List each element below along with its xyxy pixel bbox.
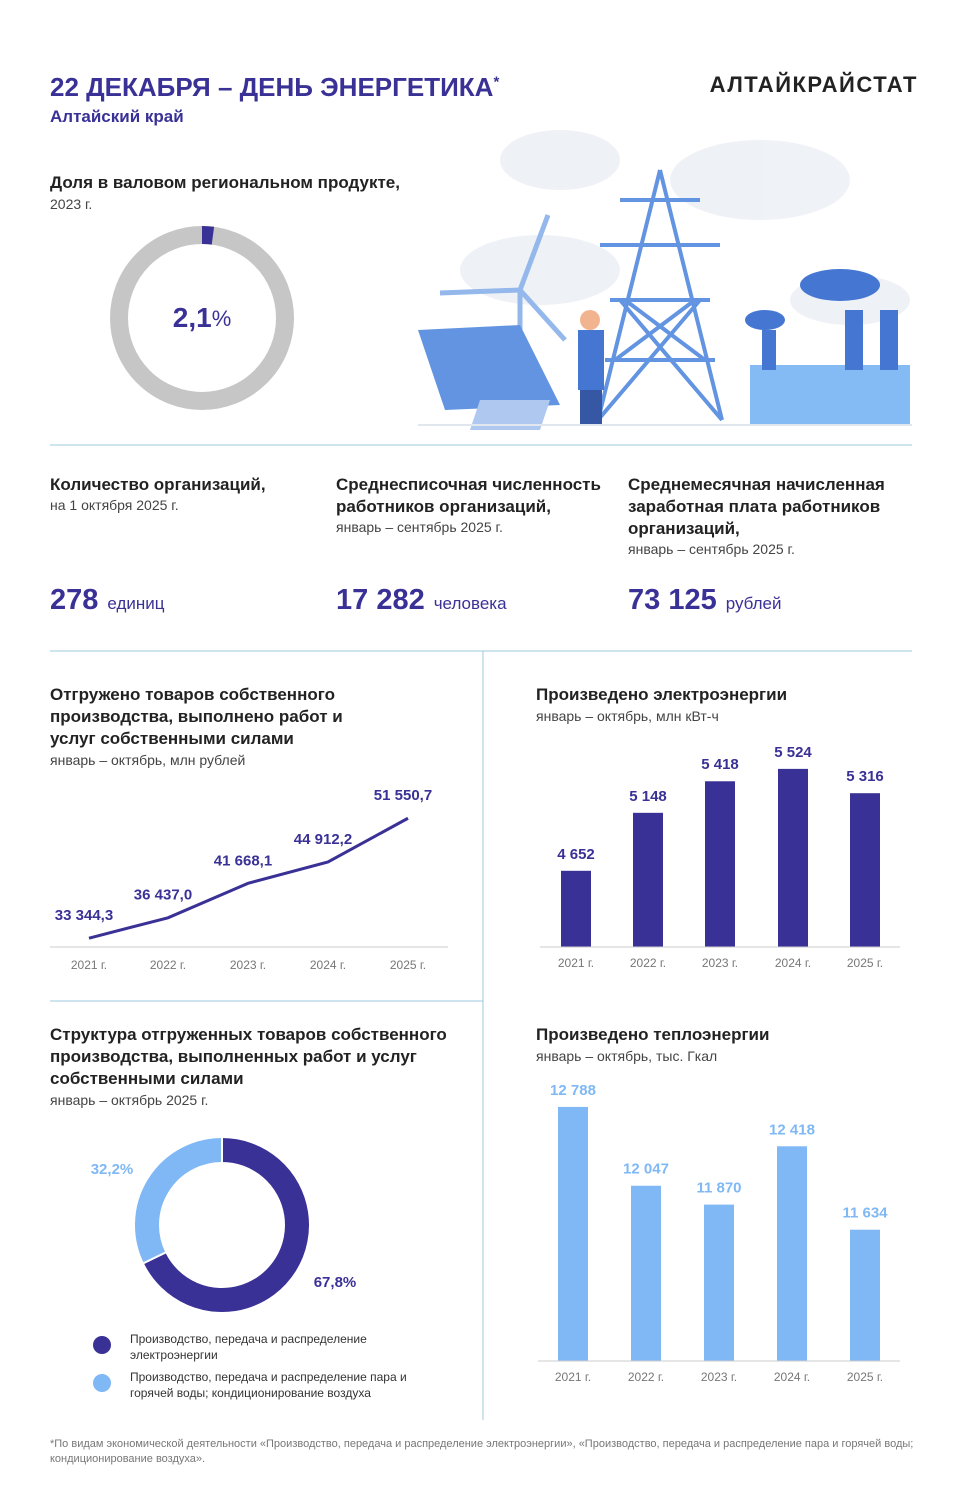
pie-segment [133, 1135, 223, 1265]
stat-unit: человека [433, 594, 507, 613]
pie-segment [141, 1135, 311, 1314]
data-label: 44 912,2 [294, 831, 352, 848]
chart-title: Произведено теплоэнергии [536, 1025, 770, 1044]
donut-label: 2,1% [173, 302, 232, 333]
chart-title: Доля в валовом региональном продукте, [50, 173, 400, 192]
bar [633, 812, 663, 947]
x-tick-label: 2024 г. [774, 1370, 810, 1384]
donut-value: 2,1 [173, 302, 212, 333]
x-tick-label: 2022 г. [630, 956, 666, 970]
title-mark: * [493, 73, 500, 91]
donut-segment [202, 226, 215, 245]
bar [631, 1185, 661, 1361]
x-tick-label: 2023 г. [230, 958, 266, 972]
data-label: 5 418 [701, 756, 739, 773]
stat-number: 73 125 [628, 584, 717, 616]
data-label: 33 344,3 [55, 907, 113, 924]
x-tick-label: 2021 г. [558, 956, 594, 970]
chart-subtitle: январь – октябрь 2025 г. [50, 1092, 209, 1108]
stat: Количество организаций, на 1 октября 2025… [50, 474, 310, 514]
bar [777, 1146, 807, 1361]
bar [850, 1229, 880, 1361]
chart-title: Структура отгруженных товаров собственно… [50, 1025, 447, 1088]
chart-subtitle: 2023 г. [50, 196, 93, 212]
donut-unit: % [212, 306, 232, 331]
subtitle: Алтайский край [50, 107, 184, 126]
data-label: 5 524 [774, 744, 812, 761]
x-tick-label: 2025 г. [847, 1370, 883, 1384]
stat: Среднемесячная начисленная заработная пл… [628, 474, 918, 558]
data-label: 5 148 [629, 788, 667, 805]
stat-unit: рублей [725, 594, 782, 613]
stat-value: 278 единиц [50, 584, 165, 617]
data-label: 12 788 [550, 1082, 596, 1099]
legend-marker [93, 1374, 111, 1392]
x-tick-label: 2021 г. [555, 1370, 591, 1384]
title-text: 22 ДЕКАБРЯ – ДЕНЬ ЭНЕРГЕТИКА [50, 72, 494, 102]
legend-label: Производство, передача и распределение п… [130, 1370, 407, 1400]
stat-value: 17 282 человека [336, 584, 507, 617]
data-label: 67,8% [314, 1274, 357, 1291]
bar [778, 768, 808, 947]
illustration [418, 130, 912, 430]
chart-subtitle: январь – октябрь, млн рублей [50, 752, 246, 768]
stat-number: 17 282 [336, 584, 425, 616]
chart-title: Произведено электроэнергии [536, 685, 788, 704]
x-tick-label: 2021 г. [71, 958, 107, 972]
chart-title: Отгружено товаров собственного производс… [50, 685, 343, 748]
x-tick-label: 2025 г. [847, 956, 883, 970]
data-label: 41 668,1 [214, 852, 272, 869]
stat-subtitle: январь – сентябрь 2025 г. [628, 541, 795, 557]
x-tick-label: 2025 г. [390, 958, 426, 972]
data-label: 51 550,7 [374, 787, 432, 804]
bar [561, 870, 591, 947]
x-tick-label: 2024 г. [310, 958, 346, 972]
stat-subtitle: на 1 октября 2025 г. [50, 497, 179, 513]
legend-marker [93, 1336, 111, 1354]
dividers [50, 444, 912, 1420]
chart-subtitle: январь – октябрь, млн кВт-ч [536, 708, 719, 724]
data-label: 12 418 [769, 1121, 815, 1138]
data-label: 32,2% [91, 1161, 134, 1178]
data-label: 11 634 [842, 1205, 888, 1222]
brand: АЛТАЙКРАЙСТАТ [709, 72, 918, 97]
data-label: 36 437,0 [134, 887, 192, 904]
stat-title: Среднесписочная численность работников о… [336, 475, 601, 516]
x-tick-label: 2024 г. [775, 956, 811, 970]
data-label: 4 652 [557, 846, 595, 863]
footnote: *По видам экономической деятельности «Пр… [50, 1438, 914, 1465]
x-tick-label: 2023 г. [702, 956, 738, 970]
bar [704, 1204, 734, 1361]
line [88, 816, 409, 940]
stat-value: 73 125 рублей [628, 584, 782, 617]
legend-label: Производство, передача и распределение э… [130, 1332, 367, 1362]
data-label: 12 047 [623, 1161, 669, 1178]
stat-subtitle: январь – сентябрь 2025 г. [336, 519, 503, 535]
title: 22 ДЕКАБРЯ – ДЕНЬ ЭНЕРГЕТИКА* [50, 72, 499, 103]
bar [558, 1106, 588, 1361]
stat: Среднесписочная численность работников о… [336, 474, 626, 536]
stat-number: 278 [50, 584, 99, 616]
stat-title: Среднемесячная начисленная заработная пл… [628, 475, 885, 538]
x-tick-label: 2022 г. [150, 958, 186, 972]
data-label: 5 316 [846, 768, 884, 785]
bar [850, 793, 880, 947]
stat-title: Количество организаций, [50, 475, 266, 494]
x-tick-label: 2022 г. [628, 1370, 664, 1384]
stat-unit: единиц [107, 594, 165, 613]
data-label: 11 870 [696, 1180, 741, 1197]
chart-subtitle: январь – октябрь, тыс. Гкал [536, 1048, 718, 1064]
bar [705, 781, 735, 947]
x-tick-label: 2023 г. [701, 1370, 737, 1384]
